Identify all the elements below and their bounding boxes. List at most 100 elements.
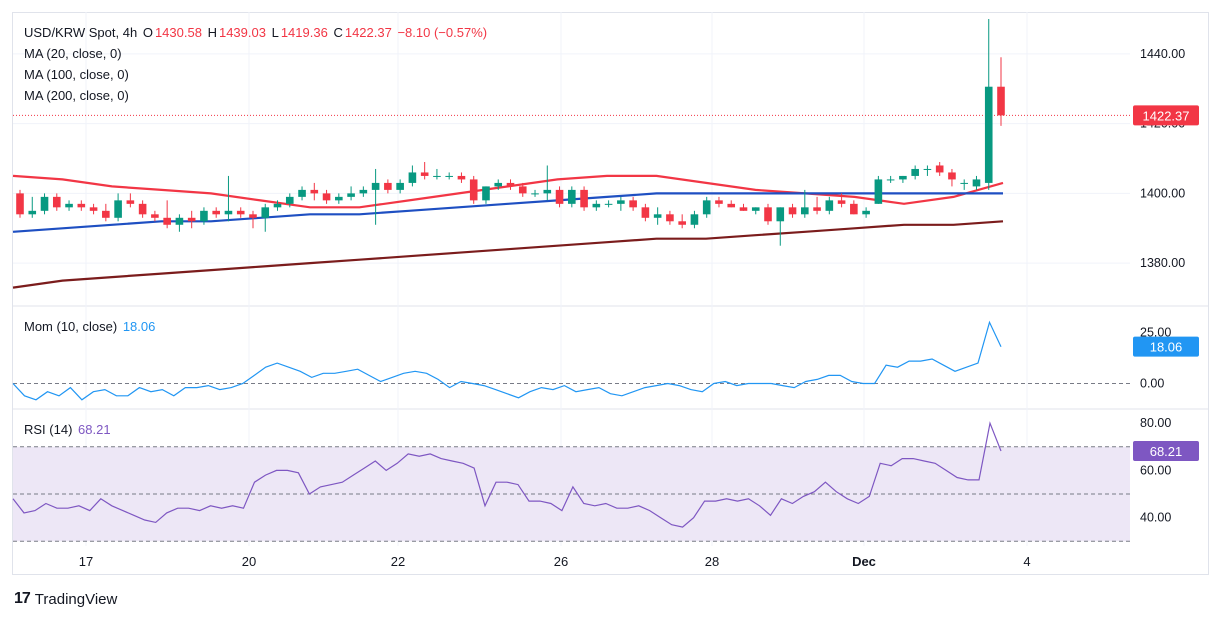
x-tick-label: 20: [242, 554, 256, 569]
candle-body: [592, 203, 601, 208]
x-tick-label: 22: [391, 554, 405, 569]
candle-body: [568, 189, 576, 204]
open-value: 1430.58: [154, 25, 202, 40]
candle-body: [911, 168, 919, 176]
candle-body: [310, 189, 319, 194]
mom-value-badge: 18.06: [1150, 340, 1183, 355]
candle-body: [371, 182, 380, 190]
candle-body: [224, 210, 233, 215]
mom-tick-label: 25.00: [1140, 326, 1171, 340]
price-tick-label: 1380.00: [1140, 256, 1185, 270]
ma20-legend[interactable]: MA (20, close, 0): [24, 46, 122, 61]
candle-body: [531, 193, 539, 195]
candle-body: [997, 86, 1005, 116]
candle-body: [347, 193, 355, 197]
candle-body: [813, 207, 821, 211]
moving-averages: [12, 174, 1004, 289]
low-value: 1419.36: [280, 25, 328, 40]
candle-body: [948, 172, 956, 180]
tradingview-logo-icon: 17: [14, 590, 31, 607]
candle-body: [89, 207, 98, 211]
ma200-legend[interactable]: MA (200, close, 0): [24, 88, 129, 103]
candle-body: [874, 179, 883, 204]
candle-body: [285, 196, 294, 204]
candle-body: [935, 165, 944, 173]
chart-frame: [12, 12, 1209, 575]
candle-body: [543, 189, 552, 194]
rsi-label: RSI (14): [24, 422, 73, 437]
candle-body: [249, 214, 257, 218]
candle-body: [960, 182, 969, 184]
candle-body: [764, 207, 772, 222]
candle-body: [126, 200, 135, 204]
mom-legend[interactable]: Mom (10, close) 18.06: [24, 316, 157, 337]
candle-body: [482, 186, 490, 201]
mom-label: Mom (10, close): [24, 319, 118, 334]
candle-body: [359, 189, 368, 194]
price-tick-label: 1440.00: [1140, 47, 1185, 61]
candle-body: [40, 196, 49, 211]
candle-body: [629, 200, 637, 208]
rsi-legend[interactable]: RSI (14) 68.21: [24, 419, 113, 440]
ma100-legend[interactable]: MA (100, close, 0): [24, 67, 129, 82]
x-tick-label: 28: [705, 554, 719, 569]
x-tick-label: 26: [554, 554, 568, 569]
close-label: C: [333, 25, 343, 40]
change-value: −8.10 (−0.57%): [397, 25, 488, 40]
candle-body: [702, 200, 711, 215]
candle-body: [899, 175, 907, 180]
rsi-line: [12, 421, 1002, 528]
candle-body: [433, 175, 441, 177]
ohlc-legend: USD/KRW Spot, 4h O 1430.58 H 1439.03 L 1419…: [24, 22, 489, 43]
candle-body: [715, 200, 723, 204]
candle-body: [984, 86, 993, 183]
candle-body: [739, 207, 748, 211]
candle-body: [653, 214, 662, 218]
rsi-tick-label: 40.00: [1140, 511, 1171, 525]
candle-body: [298, 189, 306, 197]
axis-labels: 1440.001420.001400.001380.0025.000.0080.…: [79, 47, 1185, 569]
candles: [16, 18, 1005, 246]
candle-body: [187, 217, 196, 222]
indicator-lines: [12, 320, 1002, 528]
value-badges: 1422.37 18.06 68.21: [1133, 105, 1199, 462]
candle-body: [641, 207, 650, 218]
high-label: H: [207, 25, 217, 40]
candle-body: [751, 207, 760, 211]
candle-body: [837, 200, 846, 204]
candle-body: [52, 196, 61, 208]
brand-name: TradingView: [34, 590, 118, 608]
rsi-value-badge: 68.21: [1150, 444, 1183, 459]
candle-body: [617, 200, 625, 204]
candle-body: [776, 207, 785, 222]
candle-body: [850, 203, 858, 215]
tradingview-brand[interactable]: 17 TradingView: [14, 590, 117, 608]
candle-body: [16, 193, 24, 215]
candle-body: [273, 203, 282, 208]
candle-body: [788, 207, 797, 215]
candle-body: [65, 203, 73, 208]
low-label: L: [271, 25, 279, 40]
candle-body: [518, 186, 527, 194]
candle-body: [335, 196, 343, 201]
candle-body: [212, 210, 221, 215]
candle-body: [457, 175, 466, 180]
mom-value-badge-bg: [1133, 336, 1199, 357]
candle-body: [469, 179, 478, 201]
last-price-badge: 1422.37: [1143, 108, 1190, 123]
candle-body: [727, 203, 736, 208]
candle-body: [923, 168, 932, 170]
last-price-badge-bg: [1133, 105, 1199, 126]
open-label: O: [142, 25, 153, 40]
candle-body: [678, 221, 686, 225]
mom-line: [12, 320, 1002, 401]
candle-body: [972, 179, 981, 187]
candle-body: [408, 172, 417, 183]
candle-body: [138, 203, 147, 215]
candle-body: [384, 182, 392, 190]
rsi-tick-label: 80.00: [1140, 416, 1171, 430]
symbol-title[interactable]: USD/KRW Spot, 4h: [24, 25, 138, 40]
mom-tick-label: 0.00: [1140, 377, 1164, 391]
mom-value: 18.06: [122, 319, 156, 334]
